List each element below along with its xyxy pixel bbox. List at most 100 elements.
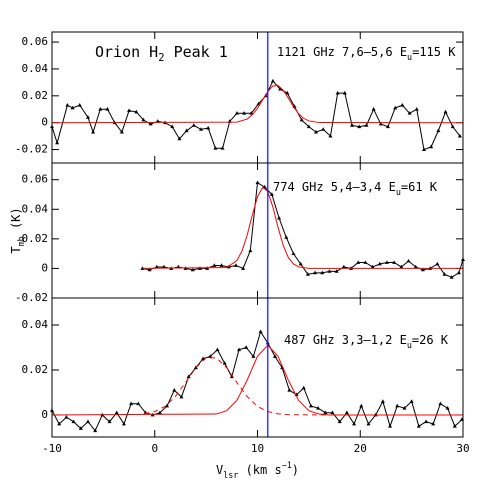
data-point (306, 124, 311, 129)
text-part: =115 K (412, 45, 456, 59)
data-point (452, 424, 457, 428)
data-point (105, 107, 110, 111)
data-point (64, 415, 69, 419)
series-line (144, 357, 330, 416)
x-tick-label: 20 (354, 442, 367, 455)
data-point (85, 115, 90, 119)
data-point (384, 260, 389, 264)
data-point (356, 260, 361, 264)
data-point (407, 111, 412, 115)
x-tick-label: 10 (251, 442, 264, 455)
data-point (55, 140, 60, 145)
subscript: lsr (223, 470, 238, 480)
data-point (98, 107, 103, 111)
data-point (233, 263, 238, 267)
data-point (366, 421, 371, 426)
data-point (393, 105, 398, 110)
data-point (431, 421, 436, 426)
data-point (323, 410, 328, 415)
data-point (234, 111, 239, 115)
y-tick-label: 0 (41, 408, 48, 421)
data-point (107, 419, 112, 424)
data-point (291, 251, 296, 256)
data-point (352, 421, 357, 426)
text-part: Orion H (95, 43, 158, 61)
superscript: −1 (282, 460, 292, 470)
series-line (142, 186, 463, 269)
data-point (190, 267, 195, 272)
y-tick-label: 0.06 (22, 35, 49, 48)
data-point (251, 354, 256, 358)
data-point (186, 374, 191, 379)
x-tick-label: 0 (151, 442, 158, 455)
data-point (119, 129, 124, 134)
data-point (154, 264, 159, 269)
data-point (421, 147, 426, 151)
subscript: u (407, 52, 412, 62)
data-point (147, 267, 152, 272)
text-part: 1121 GHz 7,6–5,6 E (277, 45, 407, 59)
data-point (335, 90, 340, 95)
subscript: u (407, 340, 412, 350)
text-part: ) (292, 463, 299, 477)
data-point (330, 410, 335, 415)
data-point (313, 270, 318, 275)
data-point (241, 266, 246, 270)
data-point (277, 215, 282, 220)
data-point (127, 108, 132, 112)
text-part: Peak 1 (165, 43, 228, 61)
y-tick-label: 0.02 (22, 232, 49, 245)
data-point (65, 103, 70, 107)
data-point (278, 86, 283, 91)
annotation: 487 GHz 3,3–1,2 Eu=26 K (284, 333, 449, 350)
data-point (71, 419, 76, 424)
data-point (435, 261, 440, 266)
data-point (237, 347, 242, 352)
text-part: (km s (238, 463, 281, 477)
data-point (77, 103, 82, 107)
series-line (142, 181, 464, 278)
data-point (208, 354, 213, 358)
data-point (285, 90, 290, 95)
data-point (449, 275, 454, 279)
data-point (409, 399, 414, 403)
data-point (301, 385, 306, 390)
data-point (445, 406, 450, 410)
data-point (388, 424, 393, 428)
data-point (270, 78, 275, 83)
y-tick-label: 0 (41, 116, 48, 129)
data-point (206, 125, 211, 130)
text-part: (K) (9, 207, 23, 236)
y-tick-label: -0.02 (15, 291, 48, 304)
data-point (170, 124, 175, 129)
data-point (314, 129, 319, 134)
y-tick-label: 0 (41, 261, 48, 274)
y-tick-label: 0.04 (22, 318, 49, 331)
data-point (424, 419, 429, 424)
data-point (443, 109, 448, 114)
x-axis-label: Vlsr (km s−1) (216, 460, 299, 480)
data-point (406, 258, 411, 263)
data-point (129, 401, 134, 406)
data-point (341, 264, 346, 269)
y-tick-label: -0.02 (15, 143, 48, 156)
data-point (370, 264, 375, 269)
data-point (212, 263, 217, 267)
data-point (121, 421, 126, 426)
data-point (392, 260, 397, 264)
data-point (179, 394, 184, 399)
data-point (244, 345, 249, 349)
data-point (328, 133, 333, 138)
data-point (380, 399, 385, 403)
y-tick-label: 0.06 (22, 173, 49, 186)
data-point (272, 354, 277, 358)
data-point (337, 419, 342, 424)
data-point (269, 192, 274, 196)
data-point (248, 248, 253, 253)
data-point (429, 144, 434, 149)
data-point (456, 270, 461, 275)
data-point (400, 103, 405, 107)
series-line (51, 84, 464, 124)
data-point (357, 124, 362, 129)
